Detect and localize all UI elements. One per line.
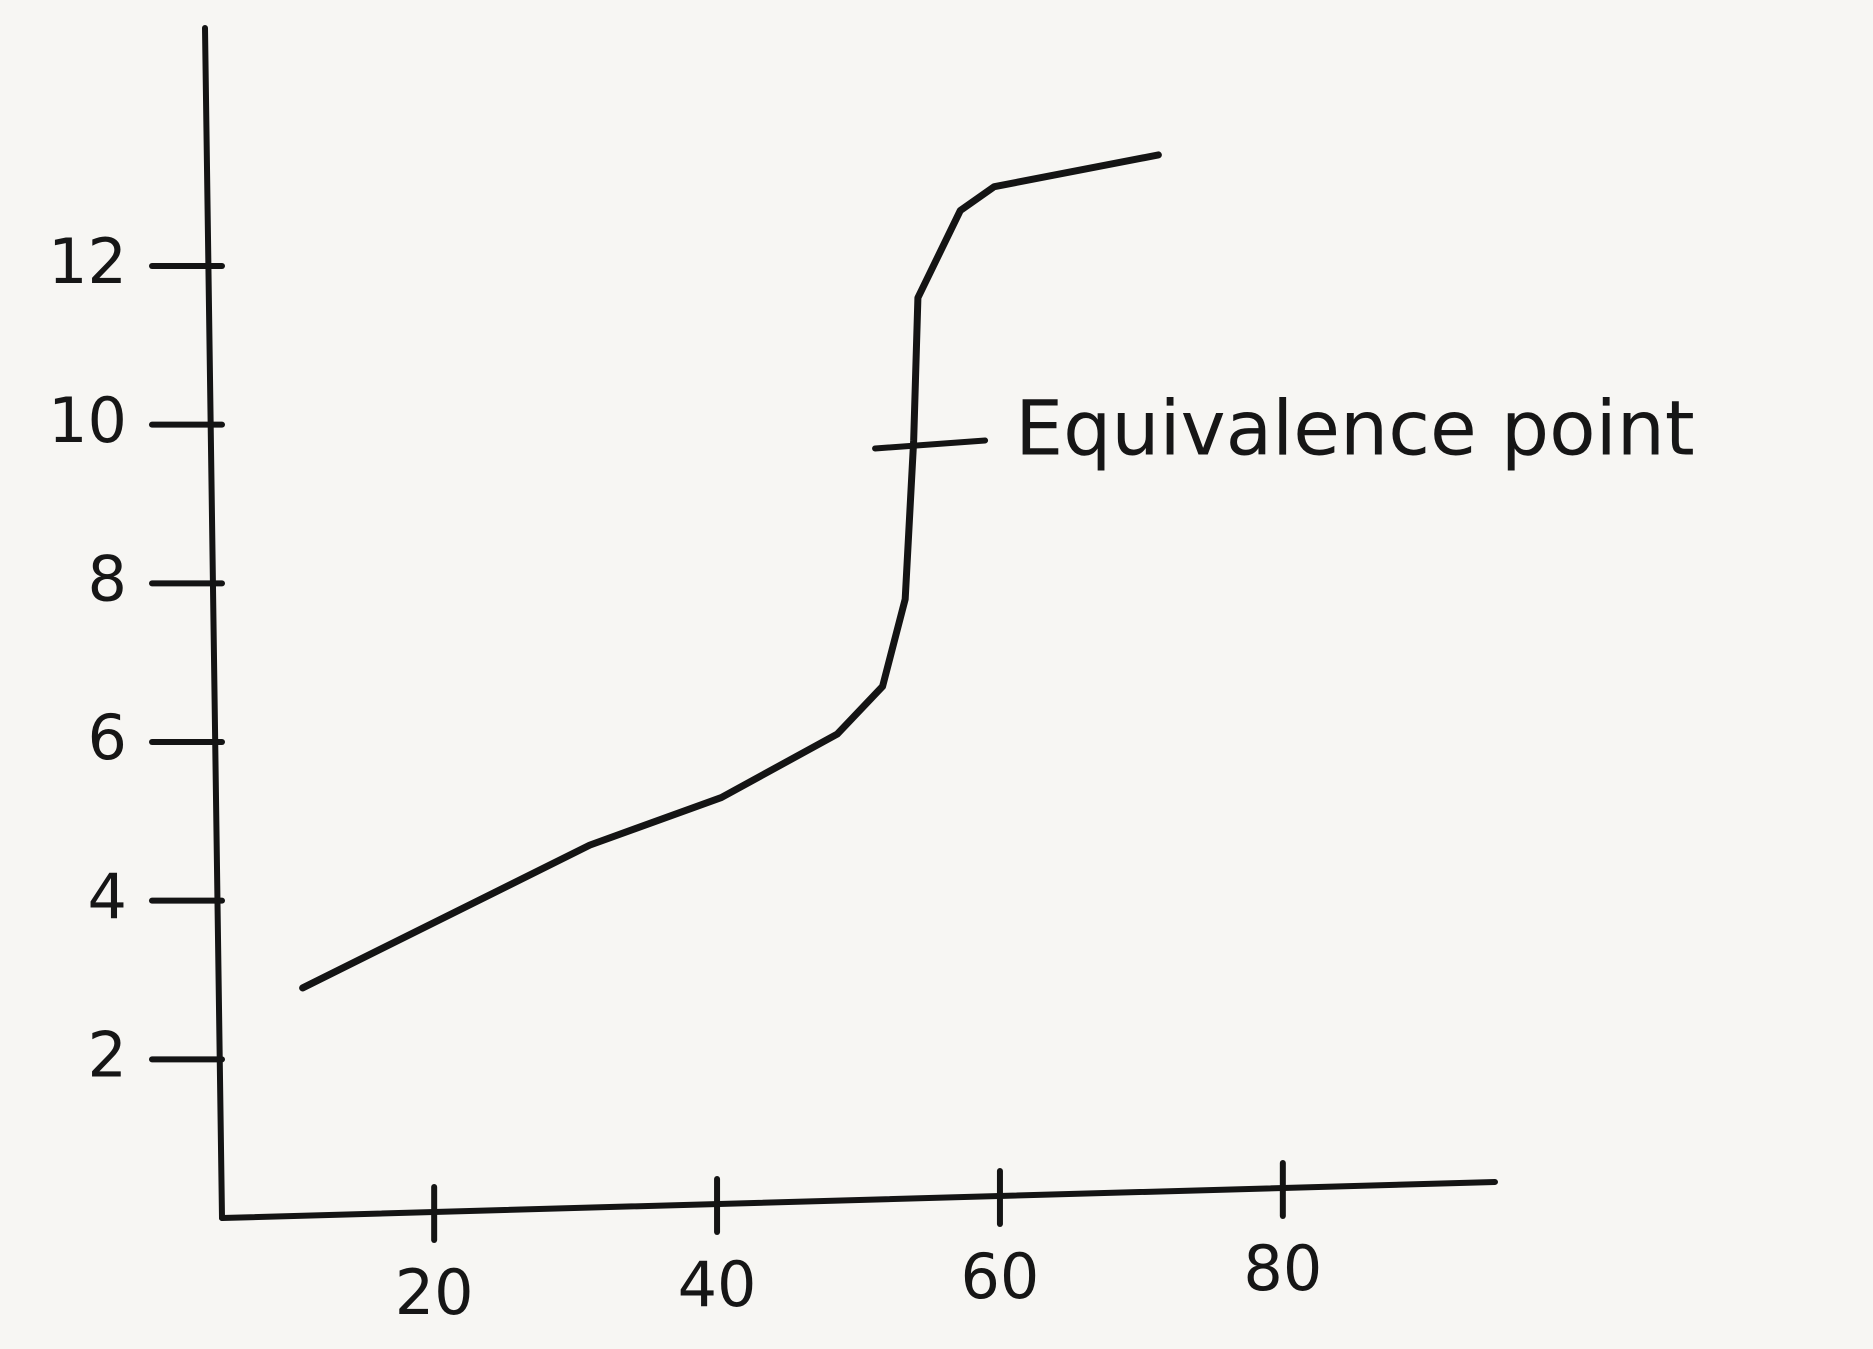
annotation: Equivalence point [1015,383,1695,472]
y-tick-label: 4 [88,860,127,933]
y-tick-label: 10 [48,384,127,457]
x-tick-label: 60 [960,1240,1039,1313]
x-tick-label: 80 [1243,1232,1322,1305]
x-tick-label: 20 [395,1256,474,1329]
y-tick-label: 6 [88,701,127,774]
y-tick-label: 12 [48,225,127,298]
chart: 2 4 6 8 10 12 20 40 60 80 Equivalence point [0,0,1873,1349]
paper [0,0,1873,1349]
page: 2468101220406080Equivalence point (() =>… [0,0,1873,1349]
y-tick-label: 8 [88,542,127,615]
y-tick-label: 2 [88,1018,127,1091]
x-tick-label: 40 [678,1248,757,1321]
